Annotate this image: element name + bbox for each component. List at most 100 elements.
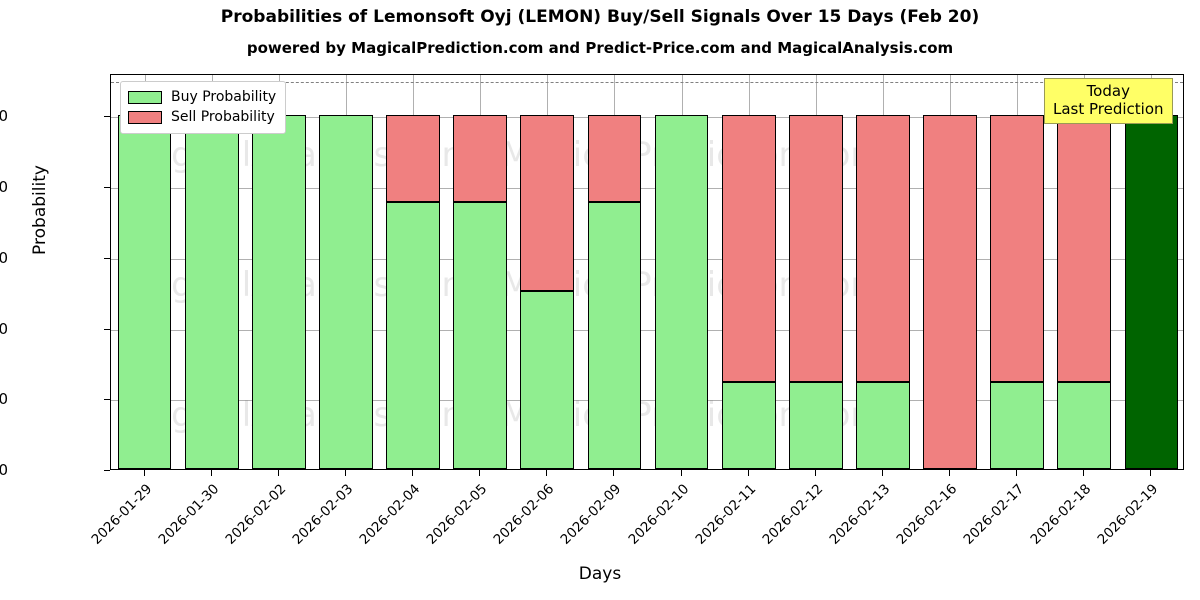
bar-segment-buy[interactable] [184,115,239,469]
legend-label-buy: Buy Probability [171,89,277,105]
x-tick-mark-2026-02-18 [1083,470,1085,476]
legend-label-sell: Sell Probability [171,109,275,125]
x-tick-label-2026-02-13: 2026-02-13 [826,481,894,548]
bar-segment-sell[interactable] [990,115,1045,383]
x-tick-label-2026-02-02: 2026-02-02 [222,481,290,548]
gridline-y-100 [111,117,1183,119]
x-tick-label-2026-01-30: 2026-01-30 [155,481,223,548]
legend-item-buy: Buy Probability [128,87,276,107]
x-tick-mark-2026-02-19 [1150,470,1152,476]
today-annotation: Today Last Prediction [1044,78,1173,124]
bar-segment-buy[interactable] [721,382,776,469]
bar-group-2026-02-18[interactable] [1057,75,1112,469]
bar-segment-buy[interactable] [1057,382,1112,469]
x-tick-mark-2026-02-11 [747,470,749,476]
bar-segment-today[interactable] [1124,115,1179,469]
bar-group-2026-02-17[interactable] [990,75,1045,469]
chart-subtitle: powered by MagicalPrediction.com and Pre… [246,39,954,57]
y-tick-label-20: 20 [0,390,8,409]
bar-segment-buy[interactable] [319,115,373,469]
bar-segment-buy[interactable] [117,115,172,469]
x-tick-label-2026-02-04: 2026-02-04 [356,481,424,548]
y-tick-mark-40 [104,328,110,330]
x-tick-label-2026-02-05: 2026-02-05 [423,481,491,548]
bar-group-2026-02-19[interactable] [1124,75,1179,469]
bar-group-2026-02-13[interactable] [856,75,910,469]
x-tick-label-2026-02-12: 2026-02-12 [759,481,827,548]
y-tick-mark-100 [104,116,110,118]
x-tick-label-2026-02-09: 2026-02-09 [557,481,625,548]
bar-segment-buy[interactable] [788,382,843,469]
bar-segment-buy[interactable] [251,115,306,469]
bar-group-2026-01-30[interactable] [184,75,239,469]
legend-swatch-sell [128,110,162,124]
x-tick-mark-2026-01-29 [143,470,145,476]
bar-segment-sell[interactable] [1057,115,1112,383]
today-annotation-line2: Last Prediction [1053,100,1164,118]
bar-segment-buy[interactable] [386,202,440,469]
bar-segment-sell[interactable] [453,115,508,203]
gridline-y-60 [111,258,1183,260]
threshold-dashed-line [111,82,1183,84]
y-tick-mark-60 [104,257,110,259]
bar-segment-sell[interactable] [721,115,776,383]
bar-group-2026-02-03[interactable] [319,75,373,469]
chart-legend: Buy Probability Sell Probability [120,81,287,134]
x-tick-label-2026-02-03: 2026-02-03 [289,481,357,548]
x-tick-label-2026-01-29: 2026-01-29 [88,481,155,548]
y-tick-mark-20 [104,399,110,401]
y-tick-label-0: 0 [0,461,8,479]
bar-segment-sell[interactable] [923,115,977,469]
x-tick-mark-2026-02-02 [277,470,279,476]
x-tick-mark-2026-02-16 [949,470,951,476]
x-tick-mark-2026-02-17 [1016,470,1018,476]
bar-segment-sell[interactable] [587,115,642,203]
bar-group-2026-02-09[interactable] [587,75,642,469]
y-axis-label: Probability [30,165,50,255]
x-tick-mark-2026-02-12 [814,470,816,476]
bar-segment-sell[interactable] [520,115,575,291]
bar-segment-buy[interactable] [587,202,642,469]
bar-segment-buy[interactable] [856,382,910,469]
bar-group-2026-02-11[interactable] [721,75,776,469]
gridline-y-80 [111,188,1183,190]
legend-swatch-buy [128,90,162,104]
bar-segment-buy[interactable] [520,290,575,469]
x-tick-mark-2026-02-10 [680,470,682,476]
gridline-y-20 [111,400,1183,402]
x-tick-mark-2026-02-09 [613,470,615,476]
bar-group-2026-02-04[interactable] [386,75,440,469]
bar-segment-buy[interactable] [990,382,1045,469]
x-tick-label-2026-02-17: 2026-02-17 [960,481,1028,548]
bar-group-2026-02-12[interactable] [788,75,843,469]
today-annotation-line1: Today [1086,82,1130,100]
bar-group-2026-01-29[interactable] [117,75,172,469]
bar-group-2026-02-02[interactable] [251,75,306,469]
x-tick-label-2026-02-19: 2026-02-19 [1094,481,1162,548]
bar-segment-buy[interactable] [654,115,709,469]
x-tick-label-2026-02-11: 2026-02-11 [692,481,760,548]
legend-item-sell: Sell Probability [128,107,276,127]
gridline-y-40 [111,329,1183,331]
chart-title: Probabilities of Lemonsoft Oyj (LEMON) B… [220,7,980,27]
x-tick-label-2026-02-16: 2026-02-16 [893,481,961,548]
bar-segment-sell[interactable] [788,115,843,383]
x-tick-mark-2026-02-06 [546,470,548,476]
x-axis-label: Days [578,564,622,584]
y-tick-label-100: 100 [0,107,8,126]
bar-group-2026-02-16[interactable] [923,75,977,469]
x-tick-label-2026-02-18: 2026-02-18 [1027,481,1095,548]
y-tick-label-80: 80 [0,178,8,197]
bar-segment-sell[interactable] [856,115,910,383]
x-tick-label-2026-02-06: 2026-02-06 [490,481,558,548]
y-tick-label-60: 60 [0,248,8,267]
x-tick-mark-2026-02-03 [344,470,346,476]
x-tick-mark-2026-02-05 [479,470,481,476]
x-tick-mark-2026-02-13 [881,470,883,476]
bar-segment-sell[interactable] [386,115,440,203]
bar-group-2026-02-06[interactable] [520,75,575,469]
bar-group-2026-02-10[interactable] [654,75,709,469]
bar-segment-buy[interactable] [453,202,508,469]
bar-group-2026-02-05[interactable] [453,75,508,469]
